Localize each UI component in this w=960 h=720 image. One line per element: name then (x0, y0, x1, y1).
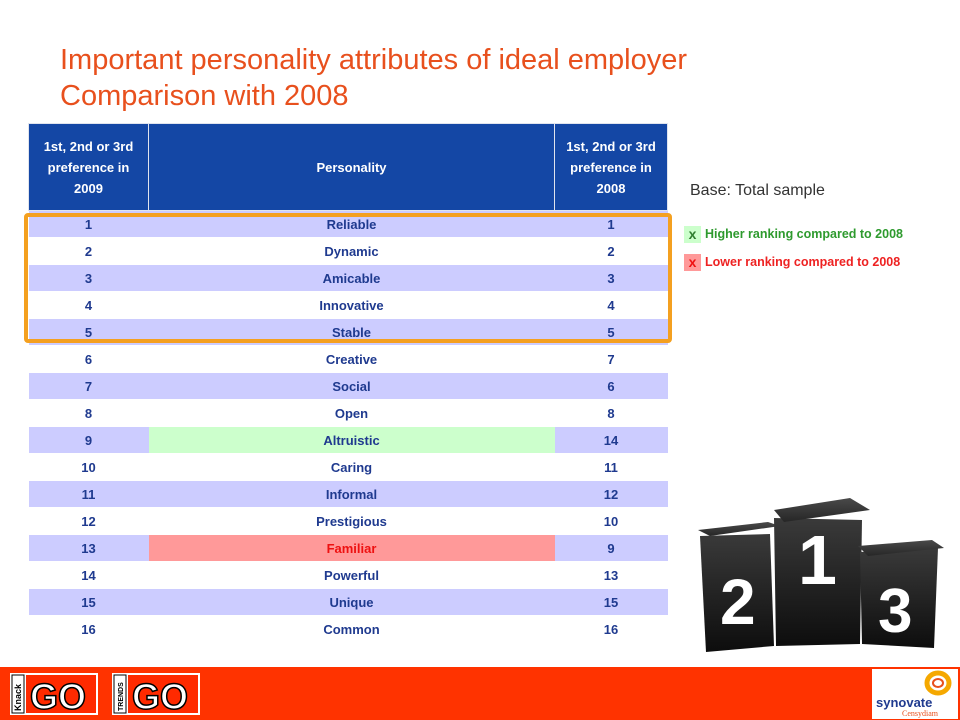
rank-2009: 4 (28, 291, 149, 319)
attribute: Amicable (148, 264, 555, 292)
table-row: 8 Open 8 (28, 399, 668, 427)
attribute: Informal (148, 480, 555, 508)
table-row: 11 Informal 12 (28, 480, 668, 508)
rank-2009: 16 (28, 615, 149, 643)
rank-2008: 11 (554, 453, 668, 481)
podium-block-third (860, 548, 938, 648)
rank-2008: 14 (554, 426, 668, 454)
rank-2008: 2 (554, 237, 668, 265)
legend-higher-label: Higher ranking compared to 2008 (705, 227, 903, 241)
rank-2009: 15 (28, 588, 149, 616)
attribute: Creative (148, 345, 555, 373)
rank-2009: 11 (28, 480, 149, 508)
table-row: 9 Altruistic 14 (28, 426, 668, 454)
table-row: 16 Common 16 (28, 615, 668, 643)
attribute: Caring (148, 453, 555, 481)
rank-2008: 4 (554, 291, 668, 319)
rank-2008: 3 (554, 264, 668, 292)
attribute: Innovative (148, 291, 555, 319)
attribute: Powerful (148, 561, 555, 589)
rank-2009: 7 (28, 372, 149, 400)
header-personality: Personality (148, 123, 555, 211)
podium-image: 2 1 3 (698, 498, 944, 652)
synovate-text: synovate (876, 695, 933, 710)
title-line-1: Important personality attributes of idea… (60, 44, 688, 76)
table-row: 13 Familiar 9 (28, 534, 668, 562)
attribute: Unique (148, 588, 555, 616)
table-row: 15 Unique 15 (28, 588, 668, 616)
rank-2009: 12 (28, 507, 149, 535)
legend-lower: x Lower ranking compared to 2008 (684, 253, 900, 271)
rank-2009: 10 (28, 453, 149, 481)
top-five-highlight-frame (24, 213, 672, 343)
rank-2008: 8 (554, 399, 668, 427)
legend-lower-label: Lower ranking compared to 2008 (705, 255, 901, 269)
table-row: 7 Social 6 (28, 372, 668, 400)
rank-2009: 2 (28, 237, 149, 265)
rank-2009: 6 (28, 345, 149, 373)
legend-higher: x Higher ranking compared to 2008 (684, 225, 903, 243)
podium-label-second: 2 (720, 566, 756, 638)
table-row: 14 Powerful 13 (28, 561, 668, 589)
trends-go-logo: TRENDS GO (112, 673, 200, 715)
rank-2008: 10 (554, 507, 668, 535)
podium-block-second-top (698, 522, 780, 536)
slide-title: Important personality attributes of idea… (60, 42, 687, 114)
table-header-row: 1st, 2nd or 3rd preference in 2009 Perso… (28, 123, 668, 211)
table-row: 12 Prestigious 10 (28, 507, 668, 535)
header-2008: 1st, 2nd or 3rd preference in 2008 (554, 123, 668, 211)
trends-side-text: TRENDS (118, 682, 125, 711)
synovate-ring-icon (924, 670, 952, 696)
rank-2009: 8 (28, 399, 149, 427)
podium-label-third: 3 (878, 577, 912, 646)
rank-2008: 16 (554, 615, 668, 643)
higher-swatch: x (684, 225, 701, 243)
table-row: 6 Creative 7 (28, 345, 668, 373)
table-row: 2 Dynamic 2 (28, 237, 668, 265)
base-note: Base: Total sample (690, 182, 825, 199)
table-row: 10 Caring 11 (28, 453, 668, 481)
synovate-logo: synovate Censydiam (872, 669, 958, 719)
table-row: 3 Amicable 3 (28, 264, 668, 292)
rank-2009: 13 (28, 534, 149, 562)
lower-swatch: x (684, 253, 701, 271)
ranking-table: 1st, 2nd or 3rd preference in 2009 Perso… (28, 123, 668, 643)
rank-2008: 7 (554, 345, 668, 373)
knack-go-logo: Knack GO (10, 673, 98, 715)
podium-block-first-top (774, 498, 870, 522)
rank-2009: 3 (28, 264, 149, 292)
attribute: Social (148, 372, 555, 400)
table-row: 4 Innovative 4 (28, 291, 668, 319)
attribute-higher: Altruistic (148, 426, 555, 454)
rank-2008: 15 (554, 588, 668, 616)
attribute: Dynamic (148, 237, 555, 265)
podium-block-third-top (858, 540, 944, 556)
attribute: Common (148, 615, 555, 643)
rank-2009: 14 (28, 561, 149, 589)
podium-block-first (774, 518, 862, 646)
podium-label-first: 1 (798, 521, 837, 599)
title-line-2: Comparison with 2008 (60, 80, 349, 112)
attribute: Prestigious (148, 507, 555, 535)
attribute: Open (148, 399, 555, 427)
rank-2008: 12 (554, 480, 668, 508)
knack-go-text: GO (30, 676, 86, 715)
header-2009: 1st, 2nd or 3rd preference in 2009 (28, 123, 149, 211)
trends-go-text: GO (132, 676, 188, 715)
rank-2009: 9 (28, 426, 149, 454)
knack-side-text: Knack (13, 683, 23, 711)
rank-2008: 9 (554, 534, 668, 562)
rank-2008: 13 (554, 561, 668, 589)
censydiam-text: Censydiam (902, 709, 938, 718)
rank-2008: 6 (554, 372, 668, 400)
attribute-lower: Familiar (148, 534, 555, 562)
podium-block-second (700, 534, 774, 652)
